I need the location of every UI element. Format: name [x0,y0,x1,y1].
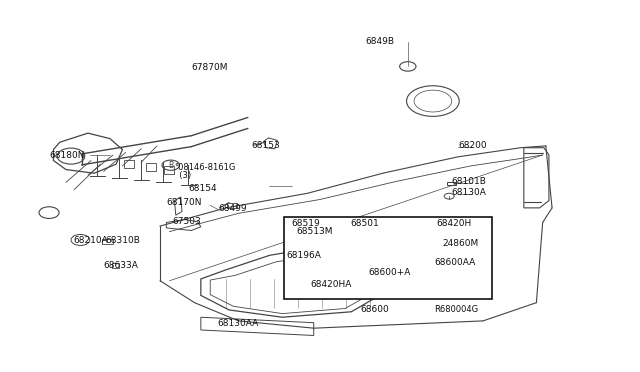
Bar [112,263,119,268]
Text: 68513M: 68513M [296,227,333,236]
Text: 68180N: 68180N [49,151,84,160]
Text: 68196A: 68196A [287,251,322,260]
Text: 68519: 68519 [292,219,321,228]
Text: 6849B: 6849B [365,38,394,46]
Text: 68501: 68501 [351,219,380,228]
Bar [445,243,454,246]
Text: 68130A: 68130A [452,188,486,197]
Text: 68420H: 68420H [436,219,471,228]
Text: 68600: 68600 [361,305,390,314]
Bar [296,231,301,236]
Text: 68310B: 68310B [106,236,140,245]
Text: 68154: 68154 [188,184,217,193]
Text: 68170N: 68170N [166,198,202,207]
Text: 68499: 68499 [218,204,247,213]
Text: 68633A: 68633A [104,261,138,270]
FancyBboxPatch shape [284,217,493,299]
Text: °08146-8161G: °08146-8161G [175,163,236,172]
Bar [164,166,175,174]
Text: 68153: 68153 [251,141,280,150]
Text: 68200: 68200 [458,141,486,150]
Text: 68101B: 68101B [452,177,486,186]
Text: B: B [168,161,173,170]
Text: 68600+A: 68600+A [368,268,411,277]
Text: 67870M: 67870M [191,63,228,72]
Bar [146,163,156,171]
Bar [124,160,134,168]
Text: 68210A: 68210A [74,236,108,245]
Text: 68420HA: 68420HA [310,280,351,289]
Text: 68600AA: 68600AA [435,258,476,267]
Bar [102,239,113,244]
Text: (3): (3) [175,171,191,180]
Text: 68130AA: 68130AA [218,319,259,328]
Text: R680004G: R680004G [434,305,478,314]
Bar [447,182,456,185]
Bar [227,203,237,208]
Text: 67503: 67503 [173,217,202,226]
Text: 24860M: 24860M [442,239,479,248]
